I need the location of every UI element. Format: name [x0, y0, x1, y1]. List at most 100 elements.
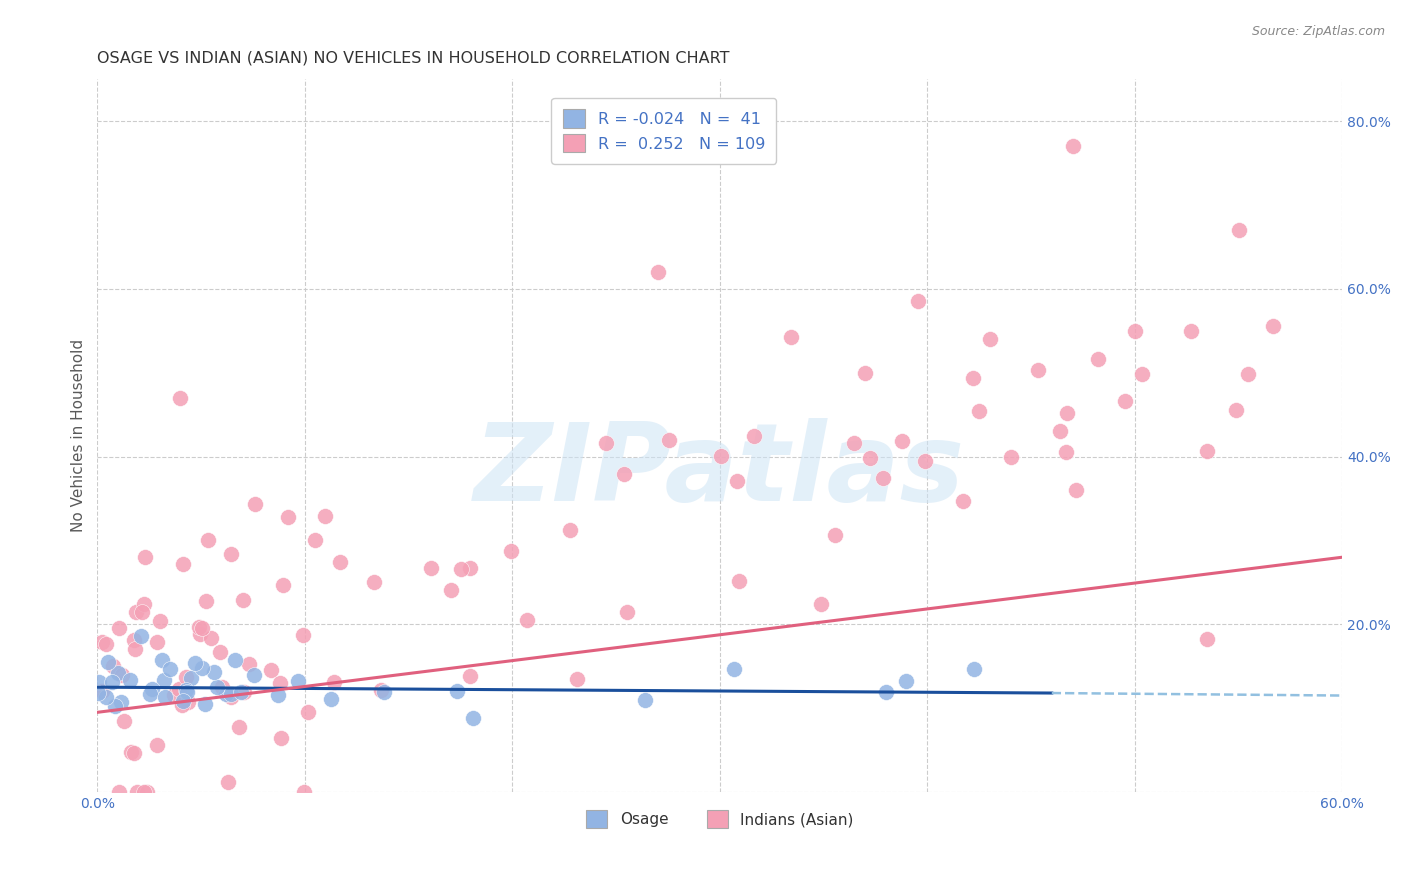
- Point: [267, 688, 290, 702]
- Point: [191, 660, 214, 674]
- Point: [211, 681, 233, 695]
- Point: [297, 705, 319, 719]
- Point: [197, 533, 219, 547]
- Point: [914, 454, 936, 468]
- Point: [1237, 367, 1260, 381]
- Point: [710, 450, 733, 464]
- Point: [132, 597, 155, 611]
- Point: [145, 738, 167, 752]
- Point: [319, 691, 342, 706]
- Text: Source: ZipAtlas.com: Source: ZipAtlas.com: [1251, 25, 1385, 38]
- Point: [104, 699, 127, 714]
- Point: [450, 561, 472, 575]
- Point: [238, 657, 260, 672]
- Point: [1180, 324, 1202, 338]
- Point: [229, 684, 252, 698]
- Point: [292, 628, 315, 642]
- Point: [191, 621, 214, 635]
- Point: [595, 435, 617, 450]
- Point: [141, 681, 163, 696]
- Point: [172, 558, 194, 572]
- Point: [979, 332, 1001, 346]
- Point: [634, 693, 657, 707]
- Point: [1195, 444, 1218, 458]
- Point: [94, 690, 117, 704]
- Point: [245, 497, 267, 511]
- Point: [176, 670, 198, 684]
- Point: [725, 474, 748, 488]
- Point: [967, 404, 990, 418]
- Point: [780, 330, 803, 344]
- Point: [647, 265, 669, 279]
- Point: [446, 683, 468, 698]
- Point: [742, 429, 765, 443]
- Point: [219, 687, 242, 701]
- Point: [232, 592, 254, 607]
- Point: [136, 785, 159, 799]
- Point: [1263, 319, 1285, 334]
- Point: [1195, 632, 1218, 647]
- Point: [1000, 450, 1022, 465]
- Point: [723, 662, 745, 676]
- Point: [292, 785, 315, 799]
- Point: [824, 528, 846, 542]
- Point: [167, 682, 190, 697]
- Point: [146, 634, 169, 648]
- Point: [894, 673, 917, 688]
- Point: [810, 597, 832, 611]
- Point: [270, 731, 292, 746]
- Point: [259, 663, 281, 677]
- Point: [1026, 363, 1049, 377]
- Point: [458, 669, 481, 683]
- Point: [94, 637, 117, 651]
- Point: [150, 653, 173, 667]
- Point: [125, 785, 148, 799]
- Point: [108, 785, 131, 799]
- Point: [363, 575, 385, 590]
- Point: [271, 577, 294, 591]
- Point: [91, 635, 114, 649]
- Point: [107, 621, 129, 635]
- Point: [172, 694, 194, 708]
- Point: [134, 549, 156, 564]
- Point: [269, 676, 291, 690]
- Point: [205, 681, 228, 695]
- Point: [118, 673, 141, 688]
- Point: [153, 690, 176, 705]
- Point: [373, 685, 395, 699]
- Point: [875, 685, 897, 699]
- Point: [1056, 406, 1078, 420]
- Point: [420, 560, 443, 574]
- Point: [153, 673, 176, 687]
- Point: [111, 667, 134, 681]
- Point: [1049, 424, 1071, 438]
- Point: [962, 371, 984, 385]
- Point: [177, 695, 200, 709]
- Point: [124, 746, 146, 760]
- Point: [176, 684, 198, 698]
- Point: [202, 665, 225, 679]
- Point: [1123, 324, 1146, 338]
- Point: [1114, 394, 1136, 409]
- Point: [859, 450, 882, 465]
- Point: [101, 658, 124, 673]
- Point: [458, 561, 481, 575]
- Point: [461, 711, 484, 725]
- Point: [187, 620, 209, 634]
- Point: [200, 632, 222, 646]
- Point: [616, 605, 638, 619]
- Point: [122, 633, 145, 648]
- Point: [195, 594, 218, 608]
- Point: [131, 605, 153, 619]
- Point: [89, 675, 111, 690]
- Point: [120, 745, 142, 759]
- Point: [440, 583, 463, 598]
- Point: [132, 785, 155, 799]
- Point: [107, 665, 129, 680]
- Point: [224, 652, 246, 666]
- Point: [560, 523, 582, 537]
- Text: OSAGE VS INDIAN (ASIAN) NO VEHICLES IN HOUSEHOLD CORRELATION CHART: OSAGE VS INDIAN (ASIAN) NO VEHICLES IN H…: [97, 51, 730, 66]
- Point: [1130, 368, 1153, 382]
- Point: [565, 672, 588, 686]
- Point: [907, 294, 929, 309]
